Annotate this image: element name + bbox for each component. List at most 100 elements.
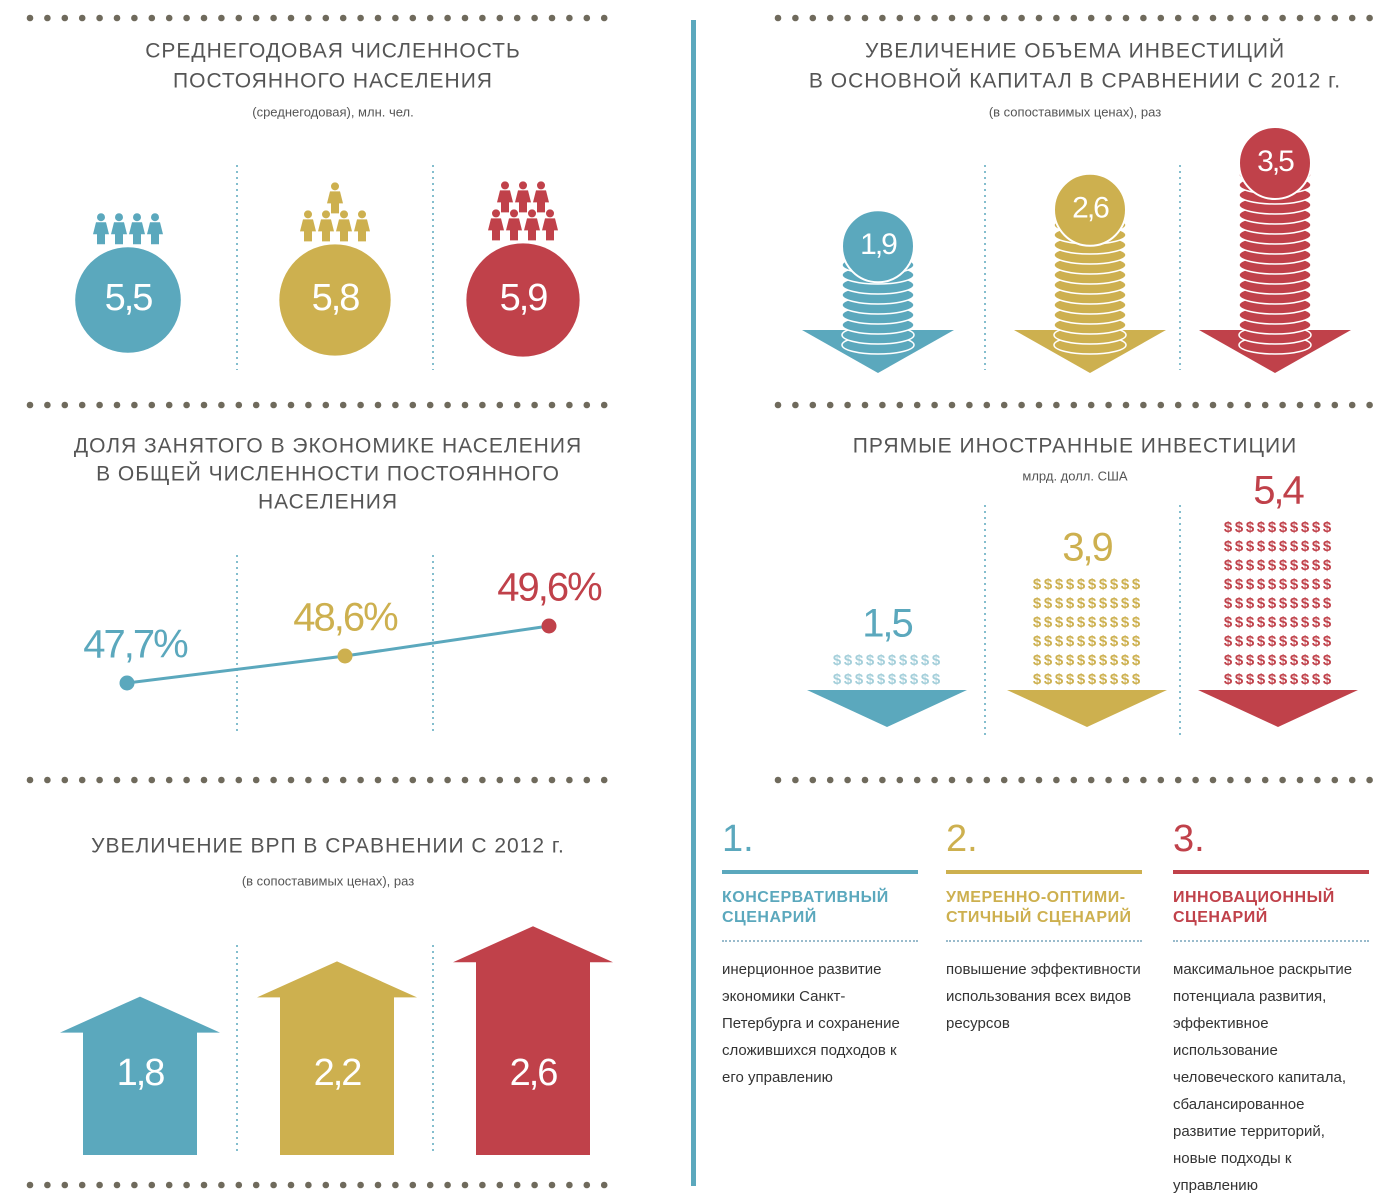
person-icon — [129, 213, 145, 244]
dot — [931, 402, 938, 409]
dot — [462, 402, 469, 409]
dot — [201, 1182, 208, 1189]
dot — [862, 15, 869, 22]
dollar-sign: $ — [1077, 614, 1086, 631]
dot — [444, 777, 451, 784]
dot — [340, 777, 347, 784]
dot — [44, 402, 51, 409]
dot — [1227, 15, 1234, 22]
dollar-sign: $ — [1235, 519, 1244, 536]
dollar-sign: $ — [1279, 633, 1288, 650]
dollar-sign: $ — [1279, 652, 1288, 669]
dot — [479, 15, 486, 22]
dot — [305, 777, 312, 784]
dot — [1053, 402, 1060, 409]
dot — [44, 1182, 51, 1189]
dot — [1088, 15, 1095, 22]
dot — [1366, 402, 1373, 409]
person-icon — [93, 213, 109, 244]
dot — [775, 15, 782, 22]
dot — [1245, 402, 1252, 409]
dollar-sign: $ — [1088, 614, 1097, 631]
dot — [62, 777, 69, 784]
dollar-sign: $ — [1323, 652, 1332, 669]
dot — [1297, 402, 1304, 409]
dollar-sign: $ — [1044, 652, 1053, 669]
dot — [166, 15, 173, 22]
dot — [531, 402, 538, 409]
dot — [566, 402, 573, 409]
dot — [1158, 777, 1165, 784]
dollar-sign: $ — [1132, 576, 1141, 593]
dot — [1210, 777, 1217, 784]
dollar-sign: $ — [1132, 652, 1141, 669]
dollar-sign: $ — [1268, 576, 1277, 593]
chart-title: ПРЯМЫЕ ИНОСТРАННЫЕ ИНВЕСТИЦИИ — [853, 435, 1297, 458]
dot — [392, 402, 399, 409]
dot — [1018, 15, 1025, 22]
dot — [601, 15, 608, 22]
person-head — [528, 209, 536, 217]
dot — [479, 777, 486, 784]
dot — [1349, 15, 1356, 22]
scenario-name: УМЕРЕННО-ОПТИМИ-СТИЧНЫЙ СЦЕНАРИЙ — [946, 888, 1142, 928]
dot — [862, 777, 869, 784]
dollar-sign: $ — [1099, 576, 1108, 593]
value-label: 1,5 — [862, 602, 912, 646]
dollar-sign: $ — [1110, 576, 1119, 593]
dot — [514, 1182, 521, 1189]
dollar-sign: $ — [1235, 652, 1244, 669]
person-body — [488, 218, 504, 240]
dollar-sign: $ — [1066, 614, 1075, 631]
dollar-sign: $ — [1224, 671, 1233, 688]
dollar-sign: $ — [1268, 557, 1277, 574]
dot — [427, 777, 434, 784]
dot — [114, 1182, 121, 1189]
dollar-sign: $ — [1301, 519, 1310, 536]
dot — [1140, 402, 1147, 409]
person-body — [497, 190, 513, 212]
dollar-sign: $ — [1290, 633, 1299, 650]
person-body — [336, 219, 352, 241]
chart-subtitle: (среднегодовая), млн. чел. — [252, 104, 414, 119]
dot — [984, 15, 991, 22]
dollar-sign: $ — [1044, 614, 1053, 631]
dot — [1332, 15, 1339, 22]
scenario-bar — [1173, 870, 1369, 874]
dot — [775, 402, 782, 409]
dollar-sign: $ — [1066, 576, 1075, 593]
dot — [375, 777, 382, 784]
person-body — [533, 190, 549, 212]
dollar-sign: $ — [1132, 595, 1141, 612]
dot — [1297, 777, 1304, 784]
dollar-sign: $ — [1290, 614, 1299, 631]
dot — [584, 15, 591, 22]
dot — [462, 15, 469, 22]
dot — [1192, 402, 1199, 409]
dollar-sign: $ — [1044, 633, 1053, 650]
dollar-sign: $ — [1121, 652, 1130, 669]
value-label: 5,9 — [500, 277, 548, 319]
dollar-sign: $ — [932, 652, 941, 669]
dollar-sign: $ — [1257, 633, 1266, 650]
dot — [914, 402, 921, 409]
dollar-sign: $ — [1224, 538, 1233, 555]
person-body — [93, 222, 109, 244]
dollar-sign: $ — [1044, 595, 1053, 612]
person-head — [133, 213, 141, 221]
dot — [531, 777, 538, 784]
person-head — [537, 181, 545, 189]
dot — [1245, 777, 1252, 784]
dot — [549, 777, 556, 784]
dollar-sign: $ — [888, 671, 897, 688]
dot — [566, 777, 573, 784]
dollar-sign: $ — [1323, 519, 1332, 536]
dot — [410, 777, 417, 784]
infographic: СРЕДНЕГОДОВАЯ ЧИСЛЕННОСТЬПОСТОЯННОГО НАС… — [0, 0, 1373, 1200]
dot — [1071, 402, 1078, 409]
dot — [253, 1182, 260, 1189]
dollar-sign: $ — [1055, 614, 1064, 631]
dot — [427, 15, 434, 22]
dot — [897, 402, 904, 409]
dot — [949, 15, 956, 22]
